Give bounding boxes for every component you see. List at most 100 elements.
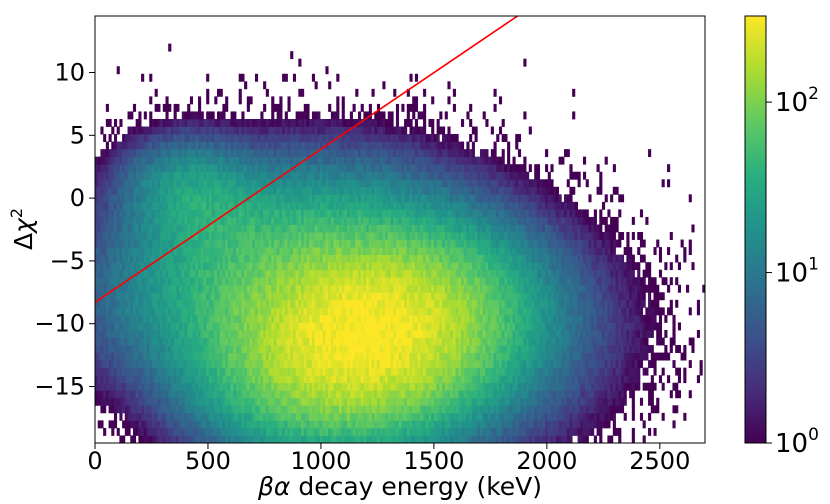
heatmap-cell xyxy=(376,247,381,256)
heatmap-cell xyxy=(347,118,351,127)
heatmap-cell xyxy=(203,382,207,391)
heatmap-cell xyxy=(347,216,351,225)
heatmap-cell xyxy=(246,314,250,323)
heatmap-cell xyxy=(347,149,351,158)
heatmap-cell xyxy=(235,292,240,301)
heatmap-cell xyxy=(222,412,226,421)
heatmap-cell xyxy=(325,397,329,406)
heatmap-cell xyxy=(376,134,381,142)
heatmap-cell xyxy=(257,307,261,316)
heatmap-cell xyxy=(404,314,408,323)
heatmap-cell xyxy=(325,179,329,188)
heatmap-cell xyxy=(279,126,283,135)
heatmap-cell xyxy=(268,149,272,158)
heatmap-cell xyxy=(233,345,237,353)
heatmap-cell xyxy=(390,232,394,240)
heatmap-cell xyxy=(385,337,389,346)
heatmap-cell xyxy=(233,118,237,127)
heatmap-cell xyxy=(292,73,297,82)
heatmap-cell xyxy=(401,164,405,173)
heatmap-cell xyxy=(257,194,261,203)
heatmap-cell xyxy=(344,284,348,293)
heatmap-cell xyxy=(211,216,215,225)
heatmap-cell xyxy=(330,247,334,256)
heatmap-cell xyxy=(347,352,351,361)
heatmap-cell xyxy=(322,179,326,188)
heatmap-cell xyxy=(168,209,172,218)
heatmap-cell xyxy=(352,345,356,353)
heatmap-cell xyxy=(322,337,326,346)
heatmap-cell xyxy=(282,239,286,248)
heatmap-cell xyxy=(395,186,400,195)
heatmap-cell xyxy=(295,390,299,399)
heatmap-cell xyxy=(198,412,202,421)
heatmap-cell xyxy=(311,149,315,158)
heatmap-cell xyxy=(284,269,288,278)
heatmap-cell xyxy=(179,345,183,353)
heatmap-cell xyxy=(260,216,264,225)
heatmap-cell xyxy=(141,420,145,429)
heatmap-cell xyxy=(230,262,234,271)
heatmap-cell xyxy=(325,420,329,429)
heatmap-cell xyxy=(122,194,126,203)
heatmap-cell xyxy=(339,420,343,429)
heatmap-cell xyxy=(328,284,332,293)
heatmap-cell xyxy=(214,314,218,323)
heatmap-cell xyxy=(100,352,104,361)
heatmap-cell xyxy=(138,216,142,225)
heatmap-cell xyxy=(401,134,405,142)
heatmap-cell xyxy=(368,216,372,225)
heatmap-cell xyxy=(225,345,229,353)
heatmap-cell xyxy=(168,179,172,188)
heatmap-cell xyxy=(404,390,408,399)
heatmap-cell xyxy=(170,420,175,429)
heatmap-cell xyxy=(252,367,256,376)
heatmap-cell xyxy=(295,179,299,188)
heatmap-cell xyxy=(238,382,242,391)
heatmap-cell xyxy=(97,156,101,165)
heatmap-cell xyxy=(203,390,207,399)
heatmap-cell xyxy=(260,345,264,353)
heatmap-cell xyxy=(287,435,291,444)
heatmap-cell xyxy=(268,382,272,391)
heatmap-cell xyxy=(227,329,231,338)
heatmap-cell xyxy=(382,360,386,369)
heatmap-cell xyxy=(292,164,297,173)
heatmap-cell xyxy=(263,329,267,338)
heatmap-cell xyxy=(287,360,291,369)
heatmap-cell xyxy=(119,224,123,233)
heatmap-cell xyxy=(254,269,259,278)
heatmap-cell xyxy=(311,111,315,120)
heatmap-cell xyxy=(320,382,324,391)
heatmap-cell xyxy=(371,216,375,225)
heatmap-cell xyxy=(284,134,288,142)
heatmap-cell xyxy=(393,352,397,361)
heatmap-cell xyxy=(306,118,310,127)
heatmap-cell xyxy=(200,352,204,361)
heatmap-cell xyxy=(238,232,242,240)
heatmap-cell xyxy=(124,367,128,376)
heatmap-cell xyxy=(292,232,297,240)
heatmap-cell xyxy=(119,375,123,384)
heatmap-cell xyxy=(149,277,153,286)
heatmap-cell xyxy=(222,194,226,203)
heatmap-cell xyxy=(352,209,356,218)
heatmap-cell xyxy=(379,118,383,127)
heatmap-cell xyxy=(309,375,313,384)
heatmap-cell xyxy=(349,405,353,414)
heatmap-cell xyxy=(138,329,142,338)
heatmap-cell xyxy=(317,360,321,369)
heatmap-cell xyxy=(374,216,378,225)
heatmap-cell xyxy=(162,435,166,444)
heatmap-cell xyxy=(122,345,126,353)
heatmap-cell xyxy=(238,179,242,188)
heatmap-cell xyxy=(301,239,305,248)
heatmap-cell xyxy=(173,254,177,263)
heatmap-cell xyxy=(214,239,218,248)
heatmap-cell xyxy=(103,427,107,436)
heatmap-cell xyxy=(328,262,332,271)
heatmap-cell xyxy=(339,209,343,218)
heatmap-cell xyxy=(385,390,389,399)
heatmap-cell xyxy=(260,352,264,361)
heatmap-cell xyxy=(298,254,302,263)
